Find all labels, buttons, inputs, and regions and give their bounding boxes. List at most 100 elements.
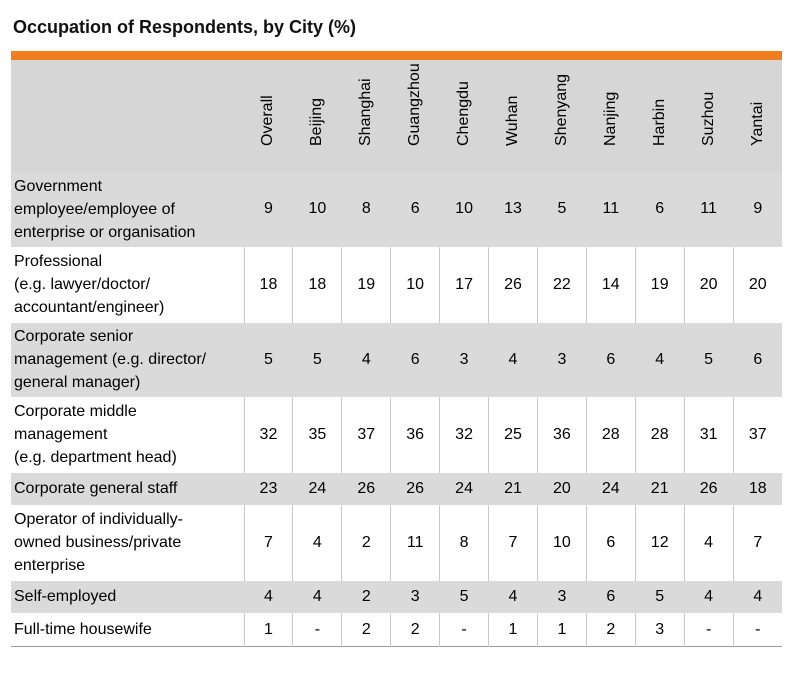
column-header-beijing: Beijing bbox=[292, 60, 342, 172]
row-label: Self-employed bbox=[11, 580, 244, 613]
row-label: Professional (e.g. lawyer/doctor/accounta… bbox=[11, 247, 244, 322]
cell-value: 5 bbox=[292, 322, 342, 397]
cell-value: 5 bbox=[634, 580, 685, 613]
cell-value: 19 bbox=[341, 247, 391, 322]
row-label-line: general manager) bbox=[14, 374, 141, 391]
cell-value: 36 bbox=[390, 397, 440, 472]
cell-value: 13 bbox=[488, 172, 538, 247]
row-label-line: Operator of individually- bbox=[14, 511, 183, 528]
cell-value: 20 bbox=[732, 247, 782, 322]
header-corner bbox=[11, 60, 244, 172]
table-row: Corporate middle management (e.g. departme… bbox=[11, 397, 782, 472]
cell-value: 2 bbox=[585, 613, 636, 646]
row-label: Government employee/employee of enterprise… bbox=[11, 172, 244, 247]
row-label-line: Corporate general staff bbox=[14, 480, 178, 497]
cell-value: 25 bbox=[488, 397, 538, 472]
cell-value: 7 bbox=[488, 505, 538, 580]
cell-value: 10 bbox=[390, 247, 440, 322]
table-row: Full-time housewife 1-2 2-1 1 2 3- - bbox=[11, 613, 782, 646]
column-header-label: Suzhou bbox=[699, 91, 717, 146]
cell-value: 37 bbox=[732, 397, 782, 472]
cell-value: - bbox=[683, 613, 734, 646]
cell-value: 21 bbox=[634, 472, 685, 505]
cell-value: 8 bbox=[439, 505, 489, 580]
cell-value: 4 bbox=[683, 580, 734, 613]
cell-value: 2 bbox=[341, 580, 391, 613]
cell-value: 14 bbox=[585, 247, 636, 322]
cell-value: 6 bbox=[585, 322, 636, 397]
row-label-line: accountant/engineer) bbox=[14, 299, 165, 316]
column-header-label: Guangzhou bbox=[406, 63, 424, 146]
row-label-line: (e.g. lawyer/doctor/ bbox=[14, 276, 151, 293]
table-row: Professional (e.g. lawyer/doctor/accounta… bbox=[11, 247, 782, 322]
row-label-line: owned business/private bbox=[14, 534, 182, 551]
cell-value: 6 bbox=[732, 322, 782, 397]
cell-value: 7 bbox=[732, 505, 782, 580]
cell-value: 5 bbox=[243, 322, 293, 397]
cell-value: 3 bbox=[536, 322, 587, 397]
column-header-label: Shenyang bbox=[552, 73, 570, 146]
cell-value: 32 bbox=[243, 397, 293, 472]
cell-value: 1 bbox=[536, 613, 587, 646]
row-label-line: Full-time housewife bbox=[14, 621, 152, 638]
cell-value: 4 bbox=[292, 580, 342, 613]
cell-value: 10 bbox=[536, 505, 587, 580]
cell-value: 32 bbox=[439, 397, 489, 472]
cell-value: 31 bbox=[683, 397, 734, 472]
column-header-suzhou: Suzhou bbox=[684, 60, 734, 172]
cell-value: 36 bbox=[536, 397, 587, 472]
cell-value: 4 bbox=[243, 580, 293, 613]
cell-value: 7 bbox=[243, 505, 293, 580]
cell-value: 6 bbox=[390, 322, 440, 397]
column-header-label: Shanghai bbox=[357, 78, 375, 146]
cell-value: 4 bbox=[488, 580, 538, 613]
column-header-label: Harbin bbox=[650, 98, 668, 146]
column-header-chengdu: Chengdu bbox=[439, 60, 489, 172]
cell-value: 4 bbox=[341, 322, 391, 397]
row-label-line: enterprise bbox=[14, 557, 86, 574]
cell-value: 12 bbox=[634, 505, 685, 580]
cell-value: 2 bbox=[341, 505, 391, 580]
cell-value: 19 bbox=[634, 247, 685, 322]
cell-value: - bbox=[732, 613, 782, 646]
row-label-line: (e.g. department head) bbox=[14, 449, 177, 466]
cell-value: 11 bbox=[390, 505, 440, 580]
cell-value: 4 bbox=[292, 505, 342, 580]
accent-bar bbox=[11, 51, 782, 60]
cell-value: 3 bbox=[390, 580, 440, 613]
cell-value: 9 bbox=[243, 172, 293, 247]
row-label-line: enterprise or organisation bbox=[14, 223, 196, 241]
cell-value: - bbox=[292, 613, 342, 646]
cell-value: 21 bbox=[488, 472, 538, 505]
column-header-shenyang: Shenyang bbox=[537, 60, 587, 172]
cell-value: 23 bbox=[243, 472, 293, 505]
column-header-label: Wuhan bbox=[503, 95, 521, 146]
cell-value: 37 bbox=[341, 397, 391, 472]
row-label: Full-time housewife bbox=[11, 613, 244, 646]
cell-value: 3 bbox=[536, 580, 587, 613]
row-label: Corporate general staff bbox=[11, 472, 244, 505]
cell-value: 4 bbox=[488, 322, 538, 397]
row-label-line: management bbox=[14, 426, 108, 443]
table-row: Government employee/employee of enterprise… bbox=[11, 172, 782, 247]
row-label-line: Professional bbox=[14, 253, 103, 270]
row-label: Corporate senior management (e.g. directo… bbox=[11, 322, 244, 397]
cell-value: 4 bbox=[634, 322, 685, 397]
column-header-label: Beijing bbox=[308, 97, 326, 146]
row-label-line: employee/employee of bbox=[14, 200, 175, 218]
cell-value: 11 bbox=[585, 172, 636, 247]
cell-value: 4 bbox=[732, 580, 782, 613]
cell-value: 18 bbox=[732, 472, 782, 505]
cell-value: 18 bbox=[243, 247, 293, 322]
header-row: Overall Beijing Shanghai Guangzhou Cheng… bbox=[11, 60, 782, 172]
chart-title: Occupation of Respondents, by City (%) bbox=[13, 17, 357, 37]
column-header-yantai: Yantai bbox=[733, 60, 782, 172]
cell-value: 20 bbox=[683, 247, 734, 322]
occupation-table: Overall Beijing Shanghai Guangzhou Cheng… bbox=[11, 60, 782, 647]
column-header-shanghai: Shanghai bbox=[341, 60, 391, 172]
cell-value: 2 bbox=[390, 613, 440, 646]
column-header-overall: Overall bbox=[244, 60, 293, 172]
cell-value: 6 bbox=[634, 172, 685, 247]
cell-value: 5 bbox=[683, 322, 734, 397]
table-row: Corporate senior management (e.g. directo… bbox=[11, 322, 782, 397]
